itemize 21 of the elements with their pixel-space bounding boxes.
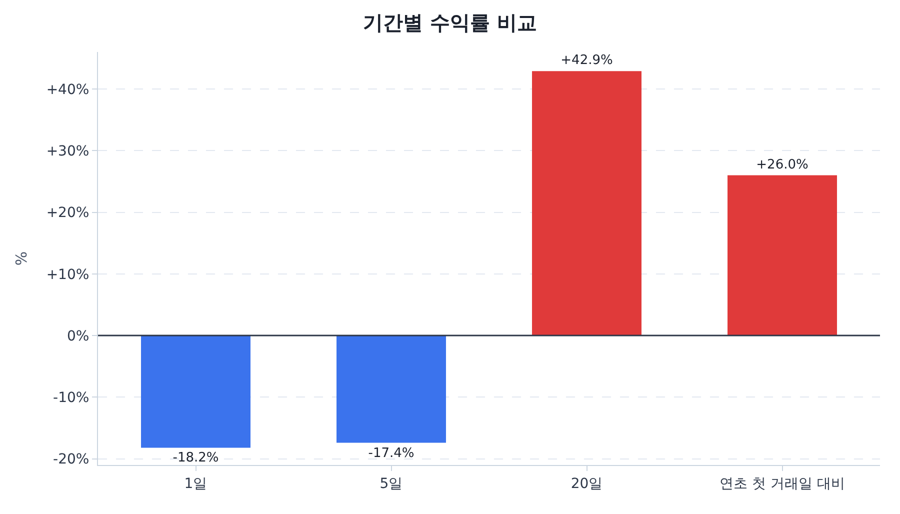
x-tick-label: 5일 bbox=[380, 476, 403, 492]
data-label: -18.2% bbox=[172, 450, 219, 466]
bar bbox=[336, 336, 446, 443]
y-tick-label: -20% bbox=[53, 452, 90, 468]
chart-title: 기간별 수익률 비교 bbox=[363, 10, 537, 34]
data-label: -17.4% bbox=[368, 446, 414, 461]
x-tick-label: 1일 bbox=[184, 476, 208, 492]
x-tick-label: 20일 bbox=[570, 476, 603, 492]
y-tick-label: +20% bbox=[46, 205, 90, 222]
x-tick-label: 연초 첫 거래일 대비 bbox=[720, 476, 845, 492]
data-label: +26.0% bbox=[756, 157, 808, 172]
y-tick-label: 0% bbox=[66, 328, 90, 344]
bar bbox=[728, 175, 837, 336]
data-label: +42.9% bbox=[560, 53, 613, 68]
y-axis-title: % bbox=[12, 251, 31, 266]
bar bbox=[141, 336, 250, 448]
y-tick-label: -10% bbox=[53, 390, 90, 406]
bar bbox=[532, 71, 642, 336]
y-tick-label: +40% bbox=[46, 82, 90, 98]
y-tick-label: +30% bbox=[46, 144, 90, 160]
y-tick-label: +10% bbox=[46, 266, 90, 283]
